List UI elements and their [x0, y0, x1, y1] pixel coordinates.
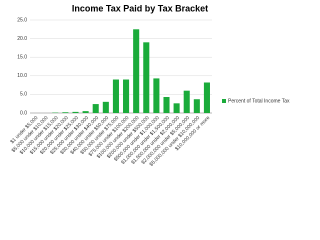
bar — [123, 79, 130, 113]
bar — [163, 97, 170, 113]
y-tick-label: 5.0 — [20, 92, 27, 98]
bar — [143, 42, 150, 113]
bar — [72, 111, 79, 113]
bar — [112, 79, 119, 113]
y-tick-label: 10.0 — [17, 73, 27, 79]
y-tick-label: 20.0 — [17, 36, 27, 42]
bar — [92, 104, 99, 113]
y-tick-label: 15.0 — [17, 55, 27, 61]
bar — [183, 90, 190, 113]
bar — [102, 101, 109, 113]
legend-swatch — [222, 99, 226, 103]
bar — [62, 112, 69, 113]
bar — [82, 111, 89, 113]
chart: Income Tax Paid by Tax Bracket 0.0 5.0 10.… — [9, 3, 290, 167]
bar — [193, 99, 200, 113]
bar — [173, 103, 180, 113]
chart-title: Income Tax Paid by Tax Bracket — [72, 3, 208, 13]
y-tick-label: 25.0 — [17, 17, 27, 23]
y-tick-label: 0.0 — [20, 110, 27, 116]
bar — [133, 29, 140, 113]
legend-label: Percent of Total Income Tax — [228, 98, 290, 104]
bar — [153, 78, 160, 113]
bar — [203, 82, 210, 113]
